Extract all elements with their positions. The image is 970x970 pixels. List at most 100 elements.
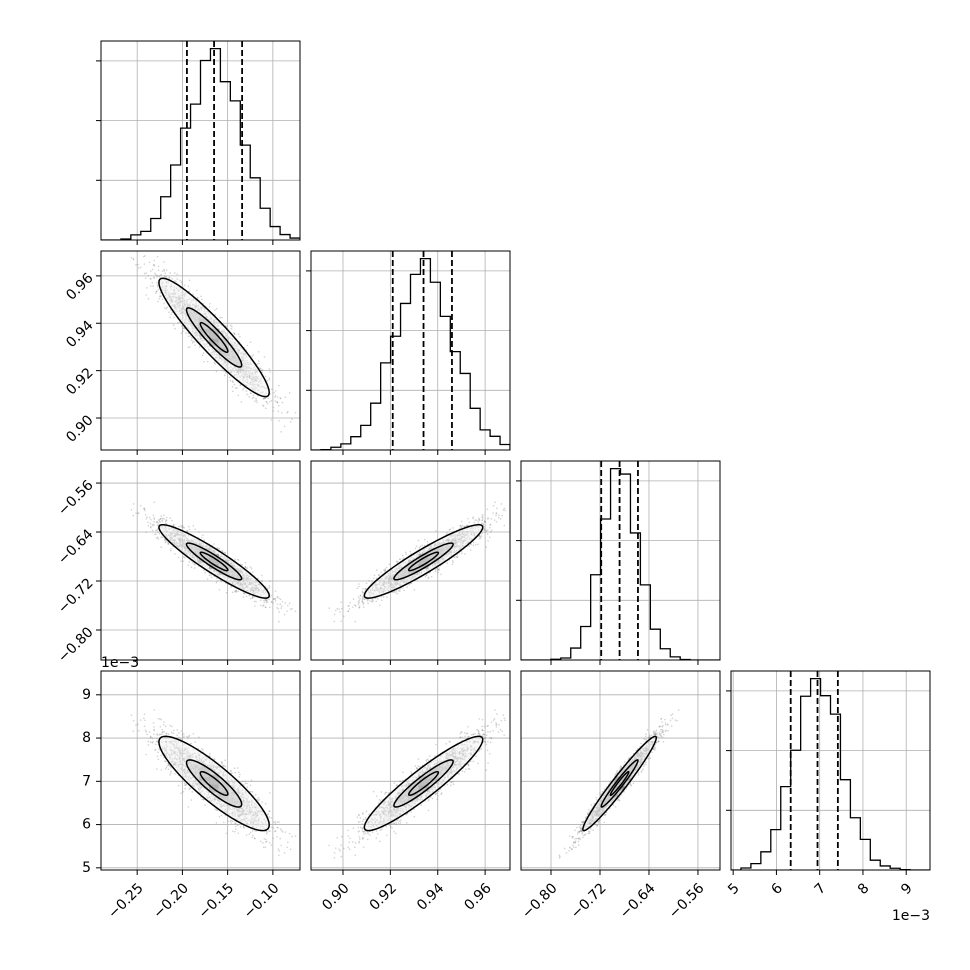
sample-point — [153, 501, 156, 504]
sample-point — [263, 397, 266, 400]
sample-point — [213, 309, 216, 311]
sample-point — [165, 307, 168, 310]
sample-point — [480, 535, 483, 538]
sample-point — [359, 597, 361, 600]
sample-point — [268, 401, 271, 403]
sample-point — [265, 400, 268, 403]
sample-point — [150, 519, 152, 521]
sample-point — [218, 547, 221, 550]
sample-point — [263, 601, 266, 604]
sample-point — [153, 518, 156, 520]
sample-point — [253, 600, 256, 603]
sample-point — [192, 293, 194, 295]
sample-point — [302, 610, 304, 612]
sample-point — [180, 526, 183, 528]
sample-point — [172, 324, 175, 326]
sample-point — [301, 620, 303, 622]
sample-point — [452, 527, 454, 529]
sample-point — [268, 377, 271, 379]
histogram-steps — [101, 48, 300, 240]
histogram-steps — [311, 258, 510, 450]
sample-point — [157, 519, 160, 521]
sample-point — [156, 255, 159, 258]
sample-point — [229, 324, 232, 327]
sample-point — [278, 384, 280, 387]
sample-point — [262, 404, 264, 407]
sample-point — [235, 589, 237, 591]
sample-point — [256, 401, 258, 403]
sample-point — [258, 362, 260, 365]
sample-point — [175, 280, 177, 283]
sample-point — [264, 606, 267, 608]
sample-point — [144, 277, 147, 279]
sample-point — [280, 431, 283, 433]
sample-point — [286, 411, 288, 414]
histogram-panel-1 — [306, 250, 511, 455]
sample-point — [456, 556, 459, 559]
sample-point — [255, 397, 257, 400]
sample-point — [283, 613, 286, 616]
sample-point — [135, 512, 137, 514]
sample-point — [265, 599, 267, 602]
sample-point — [156, 536, 159, 539]
sample-point — [365, 587, 367, 590]
sample-point — [369, 600, 371, 602]
sample-point — [170, 313, 172, 316]
sample-point — [147, 274, 149, 277]
sample-point — [417, 539, 420, 542]
sample-point — [482, 514, 484, 516]
sample-point — [486, 533, 489, 535]
sample-point — [135, 263, 137, 266]
sample-point — [139, 266, 142, 269]
sample-point — [232, 381, 234, 383]
sample-point — [272, 406, 275, 409]
sample-point — [161, 519, 163, 521]
sample-point — [213, 543, 215, 545]
sample-point — [378, 573, 380, 576]
sample-point — [156, 531, 159, 534]
sample-point — [289, 608, 292, 611]
sample-point — [146, 516, 148, 518]
sample-point — [266, 380, 269, 382]
sample-point — [233, 332, 236, 335]
sample-point — [148, 516, 151, 519]
sample-point — [281, 600, 284, 603]
sample-point — [182, 327, 185, 330]
sample-point — [479, 535, 481, 538]
sample-point — [153, 521, 155, 523]
sample-point — [274, 598, 276, 600]
sample-point — [164, 539, 166, 542]
sample-point — [169, 316, 171, 319]
panel-contents — [101, 461, 304, 660]
sample-point — [156, 285, 159, 288]
sample-point — [188, 561, 191, 563]
sample-point — [169, 272, 171, 274]
sample-point — [467, 517, 469, 520]
sample-point — [157, 538, 160, 540]
sample-point — [193, 567, 196, 569]
sample-point — [264, 407, 267, 410]
sample-point — [261, 369, 264, 371]
sample-point — [158, 520, 161, 523]
sample-point — [167, 543, 170, 546]
sample-point — [168, 276, 171, 278]
sample-point — [503, 507, 506, 510]
sample-point — [174, 553, 176, 555]
sample-point — [242, 592, 245, 595]
sample-point — [472, 516, 474, 518]
sample-point — [161, 517, 164, 520]
sample-point — [266, 599, 268, 602]
sample-point — [130, 256, 133, 259]
sample-point — [203, 360, 205, 363]
sample-point — [194, 528, 197, 531]
sample-point — [160, 273, 163, 276]
sample-point — [249, 341, 252, 344]
sample-point — [490, 518, 493, 520]
sample-point — [163, 538, 166, 540]
sample-point — [151, 281, 154, 284]
sample-point — [376, 598, 379, 600]
sample-point — [274, 390, 277, 392]
sample-point — [181, 280, 183, 283]
sample-point — [208, 302, 211, 305]
sample-point — [148, 261, 151, 264]
